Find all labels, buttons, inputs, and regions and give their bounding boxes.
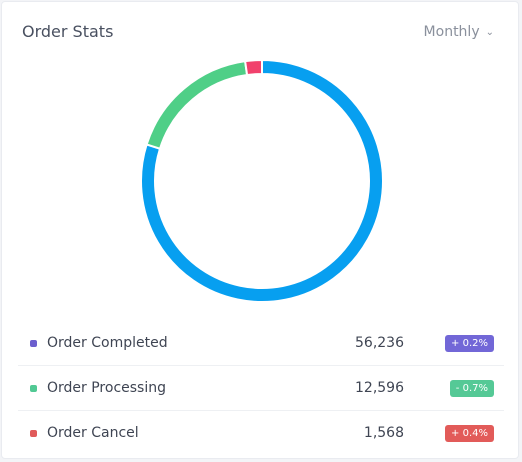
period-label: Monthly <box>423 24 480 40</box>
status-dot <box>30 429 37 437</box>
change-badge: + 0.4% <box>445 424 494 442</box>
card-title: Order Stats <box>22 22 114 41</box>
period-dropdown[interactable]: Monthly ⌄ <box>424 24 494 40</box>
legend-row-completed: Order Completed 56,236 + 0.2% <box>18 321 504 366</box>
legend-row-processing: Order Processing 12,596 - 0.7% <box>18 366 504 411</box>
legend: Order Completed 56,236 + 0.2% Order Proc… <box>18 321 504 455</box>
change-badge: - 0.7% <box>449 379 494 397</box>
legend-value: 56,236 <box>355 335 404 351</box>
donut-chart <box>140 58 384 303</box>
donut-slice-cancel <box>243 58 263 77</box>
legend-label: Order Completed <box>47 335 168 351</box>
donut-slice-processing <box>145 60 249 150</box>
status-dot <box>30 384 37 392</box>
legend-row-cancel: Order Cancel 1,568 + 0.4% <box>18 411 504 455</box>
legend-value: 12,596 <box>355 380 404 396</box>
legend-label: Order Cancel <box>47 425 139 441</box>
legend-label: Order Processing <box>47 380 166 396</box>
change-badge: + 0.2% <box>445 334 494 352</box>
status-dot <box>30 339 37 347</box>
chevron-down-icon: ⌄ <box>485 26 494 38</box>
legend-value: 1,568 <box>363 425 404 441</box>
